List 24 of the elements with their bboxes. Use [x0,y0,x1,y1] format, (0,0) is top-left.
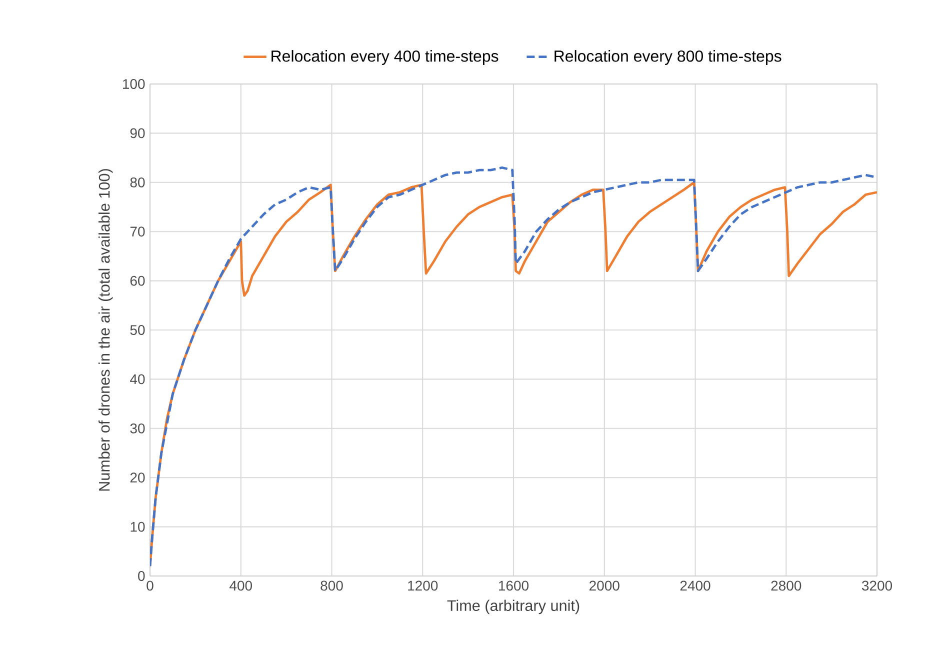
y-tick-label: 40 [130,374,145,384]
x-tick-label: 1600 [499,580,529,591]
x-axis-title: Time (arbitrary unit) [447,600,580,614]
x-tick-label: 800 [320,580,343,591]
x-tick-label: 2800 [771,580,802,591]
y-tick-label: 20 [130,472,145,483]
y-tick-label: 90 [130,128,145,138]
y-tick-label: 50 [130,325,145,335]
y-tick-label: 80 [130,177,145,188]
y-tick-label: 100 [123,79,145,89]
legend-label: Relocation every 400 time-steps [272,50,498,65]
y-tick-label: 0 [138,571,145,581]
x-tick-label: 400 [230,580,252,591]
x-tick-label: 3200 [862,580,892,591]
y-tick-label: 10 [130,522,145,532]
y-tick-label: 70 [130,226,145,237]
x-tick-label: 2400 [680,580,710,591]
y-axis-title: Number of drones in the air (total available 100) [98,169,113,491]
x-tick-label: 2000 [590,580,620,591]
y-tick-label: 30 [130,423,145,434]
x-tick-label: 0 [146,580,154,591]
x-tick-label: 1200 [408,580,438,591]
y-tick-label: 60 [130,276,145,286]
legend-label: Relocation every 800 time-steps [554,50,782,65]
